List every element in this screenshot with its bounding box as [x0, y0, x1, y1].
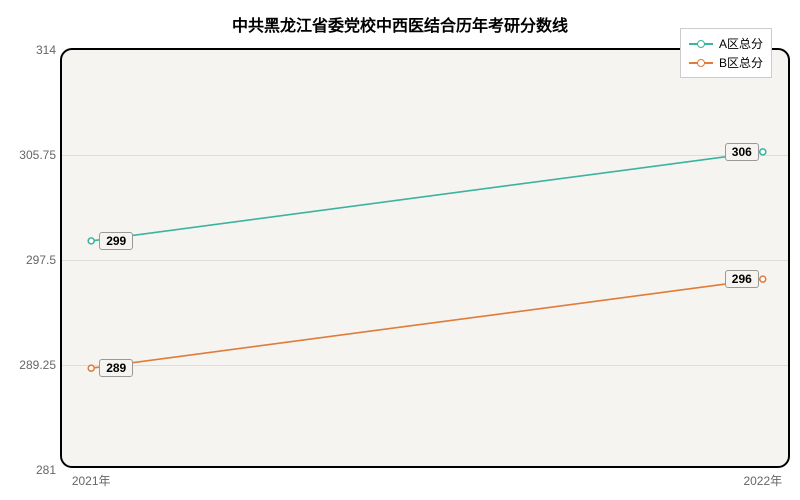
legend-item: B区总分: [689, 54, 763, 71]
data-label: 306: [725, 143, 759, 161]
series-line: [91, 152, 763, 241]
data-label: 296: [725, 270, 759, 288]
legend-label: B区总分: [719, 54, 763, 71]
series-line: [91, 279, 763, 368]
data-point: [88, 365, 94, 371]
data-label: 299: [99, 232, 133, 250]
y-tick-label: 305.75: [19, 148, 62, 162]
series-layer: [62, 50, 792, 470]
legend-label: A区总分: [719, 35, 763, 52]
y-tick-label: 314: [36, 43, 62, 57]
legend-swatch: [689, 43, 713, 45]
y-tick-label: 281: [36, 463, 62, 477]
data-point: [88, 238, 94, 244]
plot-area: 281289.25297.5305.753142021年2022年2993062…: [60, 48, 790, 468]
data-point: [760, 276, 766, 282]
legend-swatch: [689, 62, 713, 64]
chart-container: 281289.25297.5305.753142021年2022年2993062…: [0, 0, 800, 500]
legend: A区总分 B区总分: [680, 28, 772, 78]
data-point: [760, 149, 766, 155]
y-tick-label: 289.25: [19, 358, 62, 372]
legend-item: A区总分: [689, 35, 763, 52]
y-tick-label: 297.5: [26, 253, 62, 267]
data-label: 289: [99, 359, 133, 377]
